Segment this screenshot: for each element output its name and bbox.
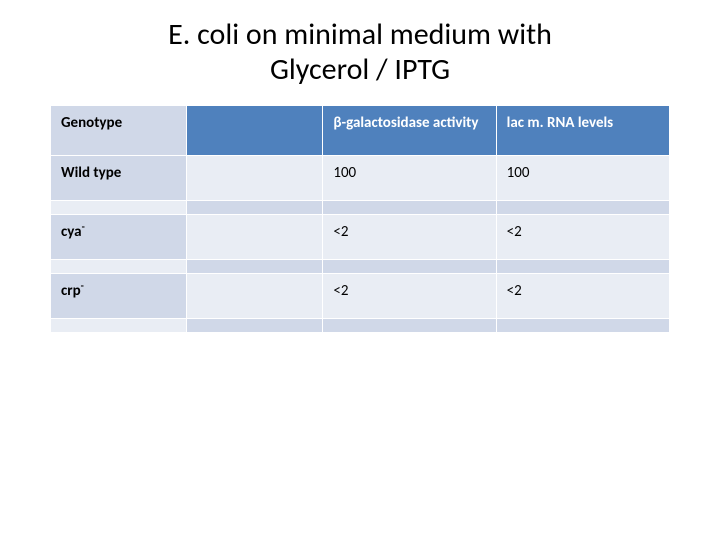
cell-genotype: cya- [51, 215, 187, 260]
table-header-row: Genotype β-galactosidase activity lac m.… [51, 106, 670, 156]
table-spacer [51, 319, 670, 333]
slide: E. coli on minimal medium with Glycerol … [0, 0, 720, 540]
title-line-2: Glycerol / IPTG [270, 51, 450, 88]
table-spacer [51, 201, 670, 215]
cell-activity: 100 [323, 156, 496, 201]
cell-blank [187, 156, 323, 201]
cell-mrna: <2 [496, 215, 669, 260]
cell-genotype: crp- [51, 274, 187, 319]
col-header-genotype: Genotype [51, 106, 187, 156]
cell-mrna: 100 [496, 156, 669, 201]
table-row: cya- <2 <2 [51, 215, 670, 260]
cell-mrna: <2 [496, 274, 669, 319]
cell-blank [187, 274, 323, 319]
table-spacer [51, 260, 670, 274]
table-row: crp- <2 <2 [51, 274, 670, 319]
cell-activity: <2 [323, 215, 496, 260]
data-table: Genotype β-galactosidase activity lac m.… [50, 105, 670, 333]
slide-title: E. coli on minimal medium with Glycerol … [50, 18, 670, 87]
col-header-mrna: lac m. RNA levels [496, 106, 669, 156]
title-line-1: E. coli on minimal medium with [168, 16, 552, 53]
col-header-activity: β-galactosidase activity [323, 106, 496, 156]
cell-genotype: Wild type [51, 156, 187, 201]
cell-activity: <2 [323, 274, 496, 319]
cell-blank [187, 215, 323, 260]
col-header-blank [187, 106, 323, 156]
table-row: Wild type 100 100 [51, 156, 670, 201]
